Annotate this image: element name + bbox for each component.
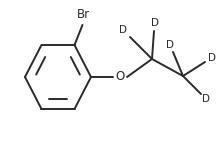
Text: D: D — [208, 53, 216, 63]
Text: D: D — [151, 18, 159, 28]
Text: D: D — [202, 94, 210, 104]
Text: O: O — [115, 71, 125, 83]
Text: D: D — [166, 40, 174, 50]
Text: Br: Br — [77, 8, 90, 21]
Text: D: D — [119, 25, 127, 35]
